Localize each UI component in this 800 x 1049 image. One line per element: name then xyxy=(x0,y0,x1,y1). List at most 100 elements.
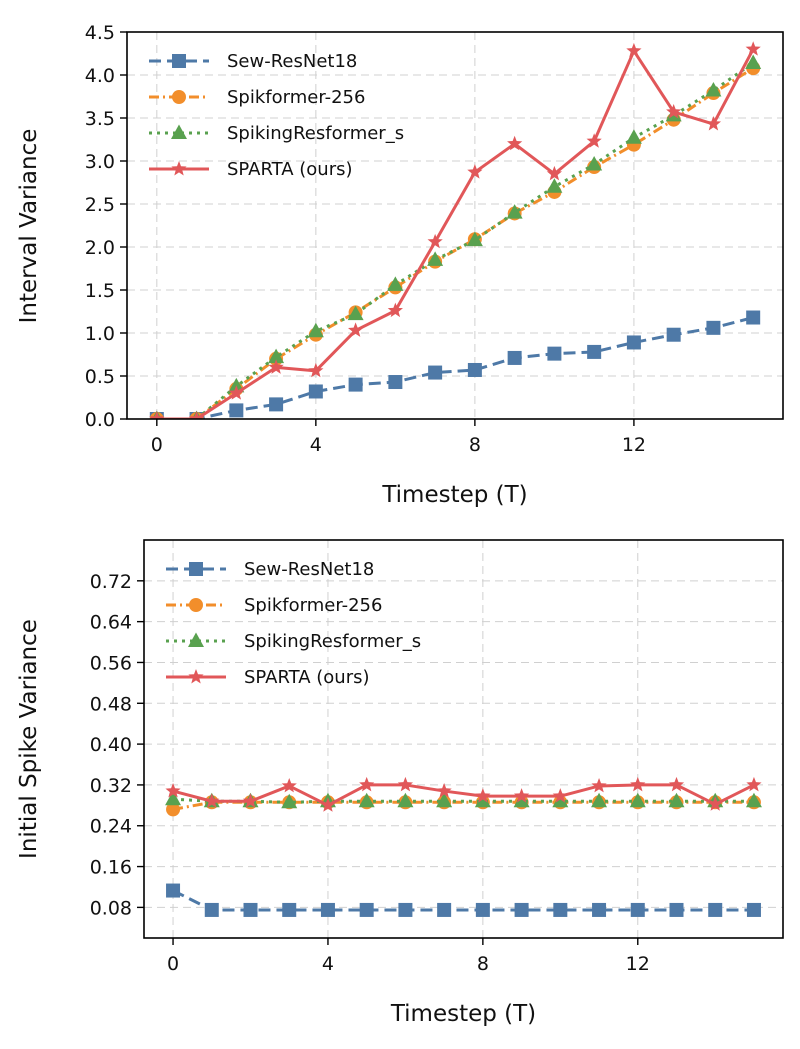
data-point xyxy=(320,797,336,812)
data-point xyxy=(746,776,762,792)
y-tick-label: 1.5 xyxy=(85,280,115,302)
legend-marker xyxy=(189,598,203,612)
data-point xyxy=(388,375,403,390)
data-point xyxy=(506,204,523,219)
data-point xyxy=(427,233,443,249)
data-point xyxy=(387,302,403,318)
data-point xyxy=(281,777,297,793)
data-point xyxy=(475,788,491,803)
data-point xyxy=(668,792,685,808)
data-point xyxy=(507,135,523,151)
data-point xyxy=(707,796,723,811)
legend-marker xyxy=(189,562,203,576)
y-tick-label: 2.5 xyxy=(85,194,115,216)
data-point xyxy=(269,397,284,412)
series-line xyxy=(156,48,755,419)
data-point xyxy=(308,384,323,399)
x-tick-label: 8 xyxy=(477,953,489,975)
data-point xyxy=(474,792,491,808)
data-point xyxy=(553,902,568,917)
series-line xyxy=(156,61,755,419)
data-point xyxy=(706,320,721,335)
data-point xyxy=(347,305,364,321)
data-point xyxy=(243,902,258,917)
series-line xyxy=(172,889,754,912)
data-point xyxy=(705,81,722,97)
data-point xyxy=(467,362,482,377)
x-tick-label: 12 xyxy=(622,434,646,456)
data-point xyxy=(546,178,563,193)
axes-frame xyxy=(126,31,784,420)
data-point xyxy=(436,783,452,798)
x-tick-label: 4 xyxy=(322,953,334,975)
data-point xyxy=(397,776,414,792)
data-point xyxy=(308,362,324,378)
data-point xyxy=(626,335,641,350)
data-point xyxy=(204,793,220,808)
legend-marker xyxy=(188,669,204,684)
data-point xyxy=(587,344,602,359)
data-point xyxy=(467,164,483,179)
y-tick-label: 3.0 xyxy=(85,151,115,173)
legend: Sew-ResNet18 Spikformer-256 SpikingResform… xyxy=(166,559,421,688)
legend-entry-label: SpikingResformer_s xyxy=(244,631,421,652)
data-point xyxy=(513,792,530,808)
data-point xyxy=(591,777,607,793)
y-tick-label: 3.5 xyxy=(85,108,115,130)
series-line xyxy=(172,797,754,804)
data-point xyxy=(546,165,562,181)
legend: Sew-ResNet18 Spikformer-256 SpikingResform… xyxy=(149,51,404,180)
data-point xyxy=(746,902,761,917)
data-point xyxy=(268,359,284,374)
x-tick-label: 8 xyxy=(469,434,481,456)
y-tick-label: 0.5 xyxy=(85,366,115,388)
legend-marker xyxy=(171,124,187,139)
y-axis-label: Initial Spike Variance xyxy=(16,619,42,859)
y-tick-label: 4.0 xyxy=(85,65,115,87)
data-point xyxy=(708,902,723,917)
y-tick-label: 0.0 xyxy=(85,409,115,431)
data-point xyxy=(626,42,642,58)
x-tick-label: 12 xyxy=(626,953,650,975)
series-sew-resnet18 xyxy=(149,310,761,419)
x-axis-label: Timestep (T) xyxy=(390,1001,536,1027)
plot-area xyxy=(149,41,762,419)
data-point xyxy=(591,792,608,808)
data-point xyxy=(507,350,522,365)
legend-marker xyxy=(172,90,186,104)
series-spikingresformer-s xyxy=(152,54,762,419)
data-point xyxy=(705,116,722,131)
legend-marker xyxy=(188,632,204,647)
data-point xyxy=(669,902,684,917)
data-point xyxy=(625,129,642,144)
data-point xyxy=(586,133,602,148)
data-point xyxy=(475,902,490,917)
data-point xyxy=(552,788,568,803)
data-point xyxy=(436,792,453,808)
series-sew-resnet18 xyxy=(166,883,761,917)
data-point xyxy=(166,802,181,817)
data-point xyxy=(746,310,761,325)
chart-2: 0 4 8 12 0.08 0.16 0.24 0.32 0.40 0.48 0.56 0.64 0.7… xyxy=(16,539,784,1027)
data-point xyxy=(666,327,681,342)
data-point xyxy=(427,251,444,266)
data-point xyxy=(307,322,324,338)
y-tick-label: 4.5 xyxy=(85,22,115,44)
data-point xyxy=(204,902,219,917)
data-point xyxy=(745,54,762,69)
data-point xyxy=(228,385,244,400)
data-point xyxy=(592,902,607,917)
data-point xyxy=(547,346,562,361)
y-tick-label: 0.48 xyxy=(90,693,132,715)
x-axis-label: Timestep (T) xyxy=(381,482,527,508)
plot-area xyxy=(165,776,762,917)
legend-entry-label: SpikingResformer_s xyxy=(227,123,404,144)
data-point xyxy=(630,902,645,917)
data-point xyxy=(359,902,374,917)
series-spikformer-256 xyxy=(149,61,761,419)
x-tick-label: 4 xyxy=(310,434,322,456)
data-point xyxy=(629,792,646,808)
data-point xyxy=(466,231,483,247)
